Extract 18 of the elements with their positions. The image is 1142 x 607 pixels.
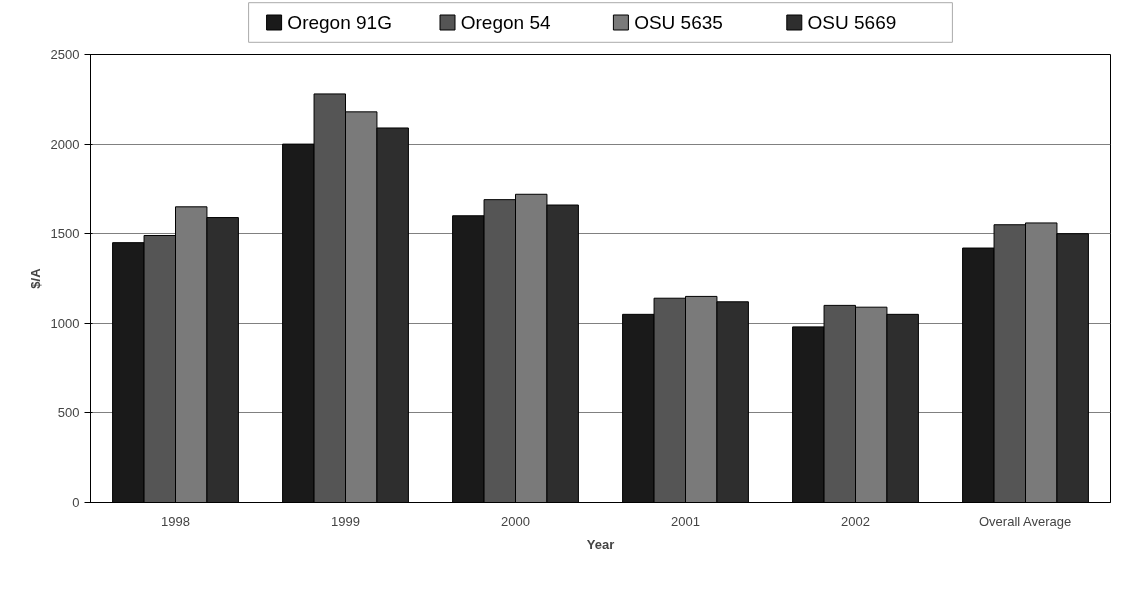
x-tick-label: 1998 [161, 513, 190, 529]
x-tick-label: 2002 [841, 513, 870, 529]
x-tick-label: 1999 [331, 513, 360, 529]
x-tick-label: 2001 [671, 513, 700, 529]
legend-label: Oregon 54 [460, 12, 551, 33]
legend-label: OSU 5635 [634, 12, 723, 33]
y-tick-label: 1500 [50, 226, 80, 242]
x-axis-title: Year [586, 536, 615, 552]
legend-label: OSU 5669 [807, 12, 897, 33]
legend-label: Oregon 91G [287, 12, 392, 33]
y-tick-label: 500 [57, 405, 80, 421]
y-tick-label: 1000 [50, 315, 80, 331]
y-tick-label: 2500 [50, 47, 80, 62]
x-tick-label: 2000 [501, 513, 530, 529]
x-tick-label: Overall Average [979, 513, 1072, 529]
y-axis-title: $/A [27, 267, 43, 289]
y-tick-label: 2000 [50, 136, 80, 152]
y-tick-label: 0 [72, 495, 80, 510]
